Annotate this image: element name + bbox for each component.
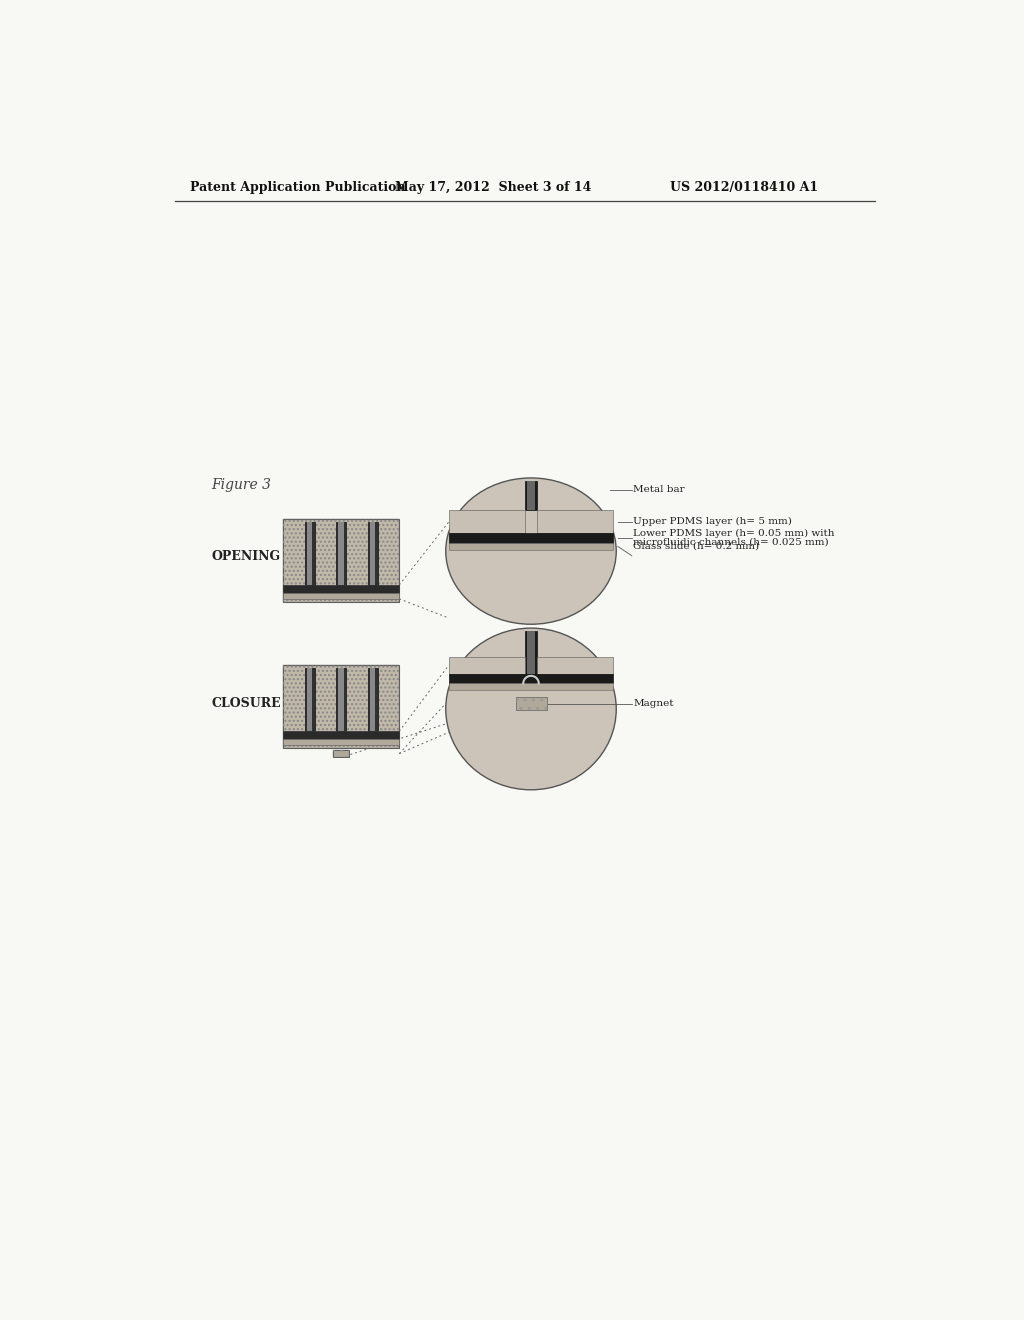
Bar <box>283 585 399 593</box>
Bar <box>527 480 535 511</box>
Bar <box>283 665 399 748</box>
Text: Magnet: Magnet <box>633 698 674 708</box>
Bar <box>307 521 312 585</box>
Text: US 2012/0118410 A1: US 2012/0118410 A1 <box>671 181 818 194</box>
Bar <box>283 519 399 602</box>
Bar <box>283 665 399 748</box>
Bar <box>515 697 547 710</box>
Bar <box>524 631 538 673</box>
Bar <box>338 668 344 731</box>
Text: Metal bar: Metal bar <box>633 486 685 494</box>
Bar <box>368 521 378 585</box>
Bar <box>334 750 349 758</box>
Bar <box>449 543 613 550</box>
Ellipse shape <box>445 478 616 624</box>
Bar <box>304 668 314 731</box>
Text: May 17, 2012  Sheet 3 of 14: May 17, 2012 Sheet 3 of 14 <box>395 181 592 194</box>
Text: OPENING: OPENING <box>212 550 281 564</box>
Text: CLOSURE: CLOSURE <box>212 697 282 710</box>
Bar <box>336 521 346 585</box>
Text: Upper PDMS layer (h= 5 mm): Upper PDMS layer (h= 5 mm) <box>633 517 793 527</box>
Bar <box>449 511 525 533</box>
Bar <box>449 533 613 543</box>
Bar <box>307 668 312 731</box>
Bar <box>338 521 344 585</box>
Bar <box>283 739 399 744</box>
Bar <box>283 731 399 739</box>
Bar <box>527 631 535 673</box>
Bar <box>538 511 613 533</box>
Text: Glass slide (h= 0.2 mm): Glass slide (h= 0.2 mm) <box>633 541 760 550</box>
Text: microfluidic channels (h= 0.025 mm): microfluidic channels (h= 0.025 mm) <box>633 539 828 546</box>
Text: Lower PDMS layer (h= 0.05 mm) with: Lower PDMS layer (h= 0.05 mm) with <box>633 529 835 539</box>
Text: Patent Application Publication: Patent Application Publication <box>190 181 406 194</box>
Bar <box>334 750 349 758</box>
Bar <box>370 521 376 585</box>
Text: Figure 3: Figure 3 <box>212 479 271 492</box>
Bar <box>370 668 376 731</box>
Ellipse shape <box>445 628 616 789</box>
Bar <box>449 673 613 682</box>
Bar <box>538 656 613 673</box>
Bar <box>515 697 547 710</box>
Bar <box>336 668 346 731</box>
Bar <box>304 521 314 585</box>
Bar <box>449 656 525 673</box>
Bar <box>283 519 399 602</box>
Bar <box>283 593 399 599</box>
Bar <box>368 668 378 731</box>
Bar <box>524 480 538 511</box>
Bar <box>449 682 613 690</box>
